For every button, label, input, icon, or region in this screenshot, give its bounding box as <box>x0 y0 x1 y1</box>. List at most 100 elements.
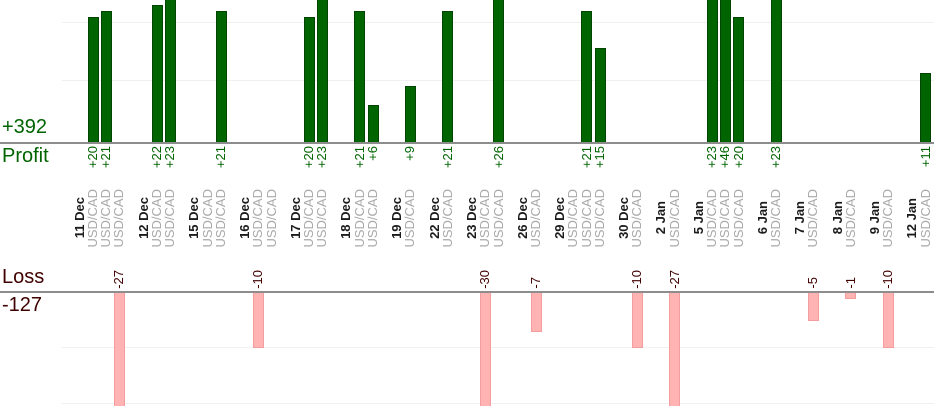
currency-pair-label-text: USD/CAD <box>917 188 933 248</box>
profit-axis-label: Profit <box>2 145 49 167</box>
currency-pair-label: USD/CAD <box>111 188 128 248</box>
loss-value-label-text: -27 <box>111 270 127 289</box>
loss-value-label-text: -10 <box>880 270 896 289</box>
profit-bar <box>706 0 718 142</box>
profit-bar <box>493 0 505 142</box>
gridline <box>62 403 934 404</box>
profit-value-label-text: +6 <box>365 146 381 161</box>
loss-value-label-text: -5 <box>805 277 821 289</box>
profit-bar <box>354 10 366 142</box>
profit-bar <box>164 0 176 142</box>
currency-pair-label: USD/CAD <box>364 188 381 248</box>
currency-pair-label: USD/CAD <box>880 188 897 248</box>
currency-pair-label: USD/CAD <box>666 188 683 248</box>
profit-value-label-text: +21 <box>439 146 455 169</box>
profit-value-label: +23 <box>767 146 784 190</box>
profit-value-label-text: +11 <box>917 146 933 168</box>
loss-bar <box>530 293 542 332</box>
profit-value-label: +15 <box>591 146 608 190</box>
currency-pair-label: USD/CAD <box>439 188 456 248</box>
currency-pair-label: USD/CAD <box>805 188 822 248</box>
profit-value-label: +23 <box>162 146 179 190</box>
profit-bar <box>442 10 454 142</box>
profit-value-label: +21 <box>439 146 456 190</box>
loss-value-label-text: -30 <box>477 270 493 289</box>
loss-bar <box>252 293 264 348</box>
profit-value-label: +11 <box>917 146 934 190</box>
loss-bar <box>808 293 819 321</box>
currency-pair-label-text: USD/CAD <box>805 188 821 248</box>
loss-value-label: -10 <box>250 245 267 289</box>
profit-value-label: +21 <box>212 146 229 190</box>
loss-value-label: -7 <box>527 245 544 289</box>
profit-value-label-text: +21 <box>98 146 114 169</box>
profit-bars-area <box>0 0 934 142</box>
profit-value-label: +20 <box>730 146 747 190</box>
currency-pair-label-text: USD/CAD <box>768 188 784 248</box>
currency-pair-label: USD/CAD <box>490 188 507 248</box>
profit-bar <box>770 0 782 142</box>
loss-bars-area <box>0 293 934 406</box>
loss-value-label-text: -10 <box>250 270 266 289</box>
profit-value-label-text: +23 <box>768 146 784 169</box>
profit-bar <box>920 73 932 142</box>
loss-axis-line <box>0 291 934 293</box>
currency-pair-label-text: USD/CAD <box>365 188 381 248</box>
currency-pair-label: USD/CAD <box>767 188 784 248</box>
profit-value-label-text: +21 <box>212 146 228 169</box>
profit-value-label-text: +26 <box>490 146 506 169</box>
loss-value-label: -30 <box>477 245 494 289</box>
currency-pair-label-text: USD/CAD <box>212 188 228 248</box>
currency-pair-label: USD/CAD <box>842 188 859 248</box>
currency-pair-label: USD/CAD <box>730 188 747 248</box>
loss-value-label-text: -1 <box>842 277 858 289</box>
currency-pair-label: USD/CAD <box>162 188 179 248</box>
profit-value-label: +6 <box>364 146 381 190</box>
currency-pair-label: USD/CAD <box>263 188 280 248</box>
currency-pair-label-text: USD/CAD <box>402 188 418 248</box>
profit-total: +392 <box>2 116 48 138</box>
loss-bar <box>114 293 125 406</box>
profit-bar <box>87 17 99 142</box>
profit-value-label: +21 <box>98 146 115 190</box>
loss-value-label: -1 <box>842 245 859 289</box>
loss-bar <box>845 293 857 299</box>
loss-value-label: -10 <box>880 245 897 289</box>
loss-bar <box>882 293 894 348</box>
profit-value-label-text: +15 <box>591 146 607 169</box>
currency-pair-label-text: USD/CAD <box>629 188 645 248</box>
currency-pair-label-text: USD/CAD <box>490 188 506 248</box>
currency-pair-label-text: USD/CAD <box>527 188 543 248</box>
profit-bar <box>151 4 163 142</box>
currency-pair-label-text: USD/CAD <box>111 188 127 248</box>
currency-pair-label-text: USD/CAD <box>880 188 896 248</box>
profit-value-label-text: +23 <box>314 146 330 169</box>
currency-pair-label: USD/CAD <box>314 188 331 248</box>
profit-value-label: +23 <box>314 146 331 190</box>
loss-value-label-text: -7 <box>527 277 543 289</box>
profit-value-label-text: +20 <box>730 146 746 169</box>
currency-pair-label: USD/CAD <box>212 188 229 248</box>
profit-value-label-text: +9 <box>402 146 418 161</box>
profit-bar <box>316 0 328 142</box>
currency-pair-label-text: USD/CAD <box>162 188 178 248</box>
profit-value-label-text: +23 <box>162 146 178 169</box>
profit-bar <box>594 48 606 142</box>
profit-bar <box>719 0 731 142</box>
currency-pair-label: USD/CAD <box>629 188 646 248</box>
profit-bar <box>581 10 593 142</box>
profit-bar <box>215 10 227 142</box>
loss-axis-label: Loss <box>2 266 45 288</box>
currency-pair-label: USD/CAD <box>402 188 419 248</box>
currency-pair-label: USD/CAD <box>527 188 544 248</box>
profit-axis-line <box>0 142 934 144</box>
profit-bar <box>100 10 112 142</box>
currency-pair-label: USD/CAD <box>591 188 608 248</box>
loss-value-label-text: -27 <box>666 270 682 289</box>
profit-bar <box>367 104 379 142</box>
loss-bar <box>669 293 681 406</box>
loss-total: -127 <box>2 294 43 316</box>
profit-bar <box>405 85 416 142</box>
currency-pair-label-text: USD/CAD <box>314 188 330 248</box>
